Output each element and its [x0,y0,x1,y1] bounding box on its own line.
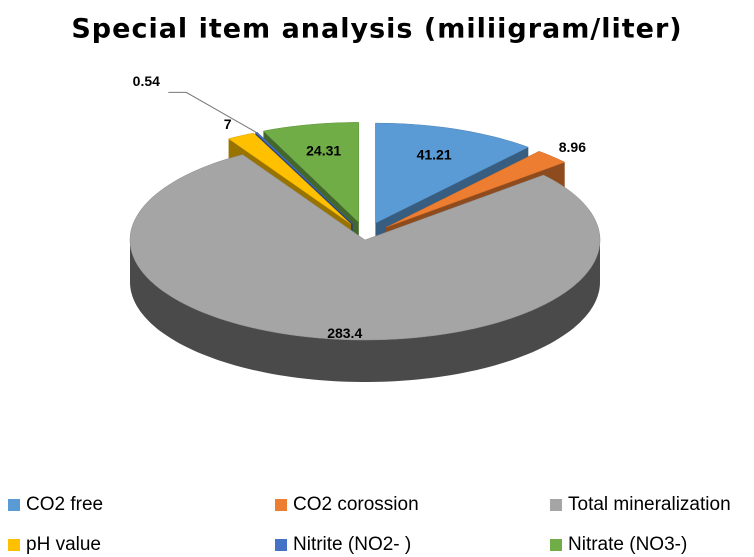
legend-label: CO2 free [26,494,103,515]
legend-label: Nitrite (NO2- ) [293,534,411,555]
slice [254,131,353,224]
legend-swatch [8,539,20,551]
legend-swatch [275,539,287,551]
slice [386,151,566,228]
legend: CO2 free CO2 corossion Total mineralizatio… [8,494,731,555]
chart-title: Special item analysis (miliigram/liter) [71,14,682,45]
value-label: 7 [224,116,232,132]
slice [262,122,360,223]
legend-swatch [8,499,20,511]
legend-swatch [550,499,562,511]
legend-label: Nitrate (NO3-) [568,534,687,555]
value-label: 24.31 [306,143,341,159]
slice [375,122,529,224]
legend-swatch [275,499,287,511]
value-label: 283.4 [327,325,362,341]
legend-label: pH value [26,534,101,555]
pie: 41.21 8.96 283.4 7 0.54 24.31 [129,73,601,382]
legend-swatch [550,539,562,551]
value-label: 8.96 [559,139,586,155]
value-label: 0.54 [133,73,160,89]
slice [228,132,352,225]
slice-wall [130,240,600,382]
leader-line [168,91,257,133]
value-label: 41.21 [417,146,452,162]
slice [129,154,601,341]
legend-label: Total mineralization [568,494,731,515]
legend-label: CO2 corossion [293,494,419,515]
